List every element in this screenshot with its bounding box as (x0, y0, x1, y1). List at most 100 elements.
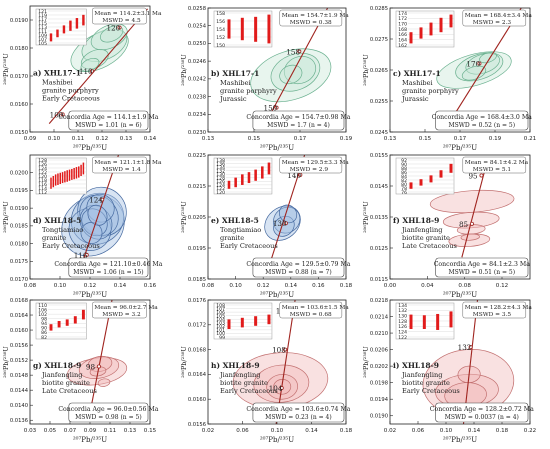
inset-tick-label: 158 (216, 11, 225, 17)
mean-mswd-label: MSWD = 0.68 (290, 312, 332, 318)
mean-box (92, 301, 147, 319)
x-tick-label: 0.19 (489, 136, 502, 142)
concordia-curve (265, 155, 306, 277)
y-tick-label: 0.0150 (10, 130, 28, 136)
inset-tick-label: 110 (38, 303, 47, 309)
x-tick-label: 0.12 (496, 283, 508, 289)
x-axis-label: ²⁰⁷Pb/²³⁵U (260, 144, 294, 152)
mean-label: Mean = 154.7±1.9 Ma (282, 13, 350, 19)
y-tick-label: 0.0140 (10, 403, 28, 409)
inset-bar (439, 170, 443, 178)
error-ellipse (68, 207, 112, 251)
mean-label: Mean = 129.5±3.3 Ma (282, 160, 350, 166)
mean-label: Mean = 96.0±2.7 Ma (94, 305, 158, 311)
y-tick-label: 0.0185 (188, 277, 206, 283)
x-tick-label: 0.10 (54, 283, 67, 289)
x-tick-label: 0.09 (24, 136, 37, 142)
x-tick-label: 0.12 (84, 283, 96, 289)
inset-bar (66, 170, 68, 182)
plot-area: 132 (422, 300, 515, 424)
y-tick-label: 0.0215 (188, 184, 206, 190)
inset-tick-label: 111 (38, 29, 47, 35)
inset-tick-label: 122 (398, 335, 407, 341)
inset-bar (254, 16, 258, 42)
y-tick-label: 0.0225 (188, 153, 206, 159)
error-ellipse (278, 204, 298, 224)
sample-label: f) XHL18-9 (393, 216, 439, 225)
mean-box (462, 301, 527, 319)
inset-tick-label: 132 (398, 308, 407, 314)
inset-bar (227, 19, 231, 39)
inset-tick-label: 92 (401, 158, 407, 164)
y-tick-label: 0.0214 (370, 314, 389, 320)
concordia-curve (265, 8, 329, 124)
inset-bar (82, 14, 85, 26)
inset-tick-label: 114 (38, 186, 47, 192)
y-tick-label: 0.0144 (10, 388, 29, 394)
inset-tick-label: 130 (398, 313, 407, 319)
inset-tick-label: 98 (41, 317, 47, 323)
x-tick-label: 0.19 (340, 136, 353, 142)
y-tick-label: 0.0164 (10, 313, 29, 319)
inset-bar (75, 18, 79, 29)
age-mark (84, 252, 89, 257)
x-tick-label: 0.16 (144, 283, 157, 289)
y-axis-label: ²⁰⁶Pb/²³⁸U (180, 346, 188, 378)
inset-bar (75, 167, 78, 179)
error-ellipse (461, 65, 487, 81)
sample-description: Early Cretaceous (220, 387, 278, 395)
inset-bar (429, 175, 433, 183)
y-tick-label: 0.0198 (370, 380, 388, 386)
age-mark-label: 132 (458, 343, 472, 352)
concordia-mswd-label: MSWD = 1.01 (n = 6) (75, 122, 142, 129)
y-tick-label: 0.0190 (370, 414, 388, 420)
sample-label: h) XHL18-9 (211, 361, 260, 370)
concordia-age-label: Concordia Age = 103.6±0.74 Ma (246, 406, 350, 413)
panel-d: 116 124 0.08 0.10 0.12 0.14 0.16 0.0170 0.0175 0.… (2, 154, 163, 299)
mean-box (462, 9, 527, 27)
error-ellipse (273, 215, 295, 237)
inset-tick-label: 106 (216, 310, 225, 316)
x-tick-label: 0.17 (294, 136, 307, 142)
x-tick-label: 0.10 (271, 428, 284, 434)
sample-label: i) XHL18-9 (393, 361, 439, 370)
inset-bar (241, 174, 244, 185)
error-ellipse (283, 55, 317, 85)
y-axis-label: ²⁰⁶Pb/²³⁸U (2, 201, 10, 233)
plot-area: 104108112 (232, 300, 329, 424)
y-tick-label: 0.0136 (10, 418, 28, 424)
inset-tick-label: 164 (398, 37, 407, 43)
concordia-box (252, 257, 345, 278)
inset-bar (68, 169, 71, 181)
age-mark-label: 170 (466, 59, 480, 68)
y-tick-label: 0.0180 (10, 46, 28, 52)
age-mark (469, 221, 474, 226)
x-tick-label: 0.02 (202, 428, 214, 434)
inset-tick-label: 128 (398, 319, 407, 325)
y-tick-label: 0.0275 (370, 37, 388, 43)
y-tick-label: 0.0230 (188, 130, 206, 136)
concordia-box (435, 402, 529, 423)
y-tick-label: 0.0148 (10, 373, 28, 379)
inset-bar (65, 319, 69, 326)
inset-bar (62, 25, 66, 34)
x-tick-label: 0.14 (468, 428, 481, 434)
y-tick-label: 0.0190 (10, 206, 28, 212)
y-tick-label: 0.0246 (188, 59, 206, 65)
y-tick-label: 0.0175 (10, 259, 28, 265)
x-axis-label: ²⁰⁷Pb/²³⁵U (73, 144, 107, 152)
inset-bar (409, 314, 413, 329)
inset-bar (73, 168, 75, 180)
inset-tick-label: 126 (398, 324, 407, 330)
inset-bar (56, 29, 59, 38)
x-tick-label: 0.18 (340, 283, 353, 289)
sample-description: Jianfengling (401, 371, 443, 379)
inset-tick-label: 105 (38, 41, 47, 47)
sample-description: Tongtiamiao (42, 226, 83, 234)
inset-tick-label: 118 (38, 178, 47, 184)
mean-mswd-label: MSWD = 1.4 (102, 167, 141, 173)
y-tick-label: 0.0195 (10, 188, 28, 194)
inset-tick-label: 132 (216, 168, 225, 174)
